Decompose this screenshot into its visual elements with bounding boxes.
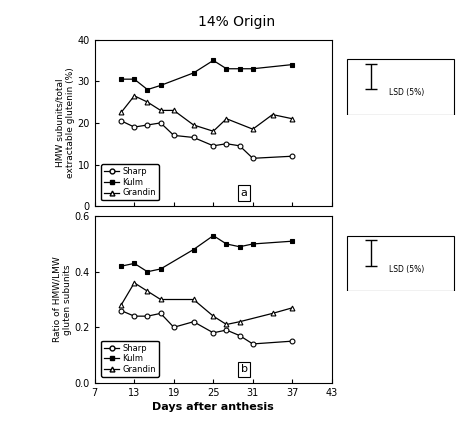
Legend: Sharp, Kulm, Grandin: Sharp, Kulm, Grandin	[101, 164, 159, 200]
Text: LSD (5%): LSD (5%)	[389, 88, 424, 97]
Y-axis label: HMW subunits/total
extractable glutenin (%): HMW subunits/total extractable glutenin …	[55, 67, 75, 178]
Legend: Sharp, Kulm, Grandin: Sharp, Kulm, Grandin	[101, 341, 159, 377]
FancyBboxPatch shape	[347, 59, 454, 114]
FancyBboxPatch shape	[347, 236, 454, 291]
X-axis label: Days after anthesis: Days after anthesis	[153, 402, 274, 412]
Text: a: a	[241, 188, 247, 198]
Text: LSD (5%): LSD (5%)	[389, 264, 424, 274]
Text: 14% Origin: 14% Origin	[199, 15, 275, 29]
Text: b: b	[241, 364, 247, 374]
Y-axis label: Ratio of HMW/LMW
gluten subunits: Ratio of HMW/LMW gluten subunits	[53, 257, 72, 342]
